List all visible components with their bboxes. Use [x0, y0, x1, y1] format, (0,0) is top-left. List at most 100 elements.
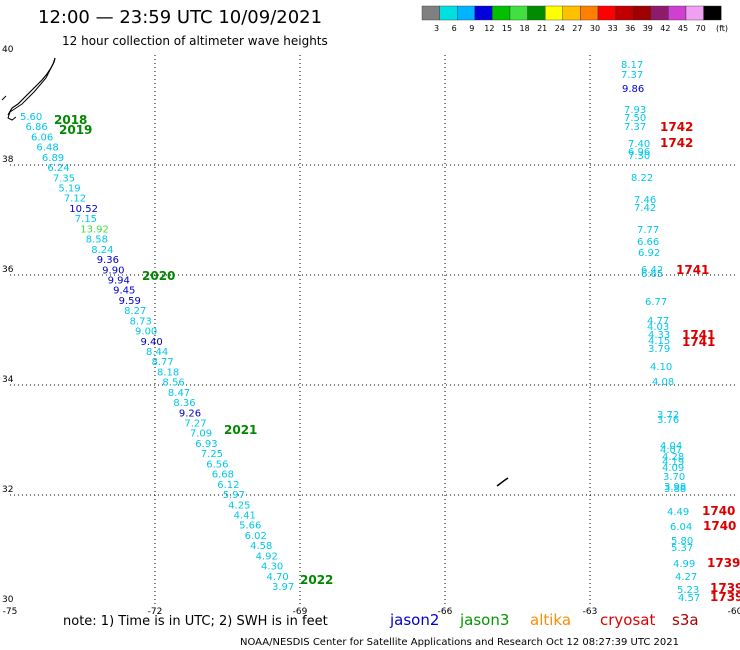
legend-swatch — [580, 5, 599, 21]
swh-value: 5.97 — [223, 490, 245, 501]
swh-value: 4.10 — [650, 362, 672, 373]
swh-value: 7.27 — [184, 419, 206, 430]
footer-note: note: 1) Time is in UTC; 2) SWH is in fe… — [63, 614, 328, 629]
legend-swatch — [421, 5, 440, 21]
swh-value: 6.42 — [641, 265, 663, 276]
y-tick-label: 34 — [2, 375, 14, 385]
swh-value: 4.25 — [228, 500, 250, 511]
swh-value: 7.42 — [634, 203, 656, 214]
swh-value: 9.86 — [622, 84, 644, 95]
legend-unit: (ft) — [716, 24, 728, 33]
legend-bin-label: 18 — [520, 24, 530, 33]
swh-value: 4.15 — [648, 336, 670, 347]
swh-value: 8.56 — [162, 378, 184, 389]
swh-value: 6.86 — [25, 122, 47, 133]
swh-value: 3.76 — [657, 415, 679, 426]
swh-value: 4.09 — [662, 463, 684, 474]
x-tick-label: -72 — [148, 607, 163, 617]
pass-time-label: 1741 — [682, 335, 715, 349]
swh-value: 7.25 — [201, 449, 223, 460]
swh-value: 6.66 — [637, 237, 659, 248]
swh-value: 7.93 — [624, 105, 646, 116]
legend-bin-label: 6 — [452, 24, 457, 33]
pass-time-label: 1741 — [676, 263, 709, 277]
credit-line: NOAA/NESDIS Center for Satellite Applica… — [240, 637, 679, 648]
satellite-name: jason2 — [389, 611, 439, 629]
swh-value: 5.23 — [677, 585, 699, 596]
swh-value: 3.88 — [664, 484, 686, 495]
swh-value: 10.52 — [69, 204, 98, 215]
swh-value: 5.60 — [20, 112, 42, 123]
satellite-name: altika — [530, 611, 571, 629]
legend-bin-label: 39 — [643, 24, 653, 33]
pass-time-label: 1739 — [710, 581, 740, 595]
coastline — [1, 57, 56, 121]
swh-value: 8.36 — [173, 398, 195, 409]
swh-value: 9.40 — [141, 337, 163, 348]
swh-value: 6.02 — [245, 531, 267, 542]
swh-value: 8.24 — [91, 245, 113, 256]
pass-time-label: 2021 — [224, 423, 257, 437]
swh-value: 5.80 — [671, 536, 693, 547]
swh-value: 6.48 — [36, 143, 58, 154]
swh-value: 3.70 — [663, 472, 685, 483]
swh-value: 7.77 — [637, 225, 659, 236]
swh-value: 6.68 — [212, 470, 234, 481]
swh-value: 7.40 — [628, 139, 650, 150]
swh-value: 4.57 — [678, 593, 700, 604]
legend-swatch — [545, 5, 564, 21]
swh-value: 6.12 — [217, 480, 239, 491]
swh-value: 7.12 — [64, 194, 86, 205]
swh-value: 4.58 — [250, 541, 272, 552]
satellite-tracks: 5.606.866.066.486.896.247.355.197.1210.5… — [20, 60, 740, 604]
swh-value: 8.44 — [146, 347, 168, 358]
swh-value: 8.18 — [157, 367, 179, 378]
swh-value: 3.72 — [657, 410, 679, 421]
swh-value: 9.90 — [102, 265, 124, 276]
map-subtitle: 12 hour collection of altimeter wave hei… — [62, 34, 328, 48]
swh-value: 4.41 — [234, 510, 256, 521]
pass-time-label: 1742 — [660, 120, 693, 134]
swh-value: 8.73 — [130, 316, 152, 327]
map-title: 12:00 — 23:59 UTC 10/09/2021 — [38, 7, 322, 28]
swh-value: 9.45 — [113, 286, 135, 297]
swh-value: 9.59 — [119, 296, 141, 307]
swh-value: 6.04 — [670, 522, 692, 533]
legend-bin-label: 45 — [678, 24, 688, 33]
axis-ticks: -75 -72 -69 -66 -63 -60 30 32 34 36 38 40 — [2, 45, 740, 617]
legend-swatch — [668, 5, 687, 21]
swh-value: 4.49 — [667, 507, 689, 518]
swh-value: 4.07 — [660, 445, 682, 456]
pass-time-label: 2022 — [300, 573, 333, 587]
pass-time-label: 2019 — [59, 123, 92, 137]
swh-value: 4.08 — [652, 377, 674, 388]
legend-swatch — [615, 5, 634, 21]
swh-value: 4.77 — [647, 316, 669, 327]
swh-value: 9.26 — [179, 408, 201, 419]
legend-swatch — [562, 5, 581, 21]
swh-value: 4.19 — [662, 457, 684, 468]
swh-value: 7.30 — [628, 151, 650, 162]
legend-swatch — [703, 5, 722, 21]
swh-value: 6.56 — [206, 459, 228, 470]
x-tick-label: -69 — [293, 607, 308, 617]
swh-value: 9.00 — [135, 327, 157, 338]
legend-bin-label: 30 — [590, 24, 600, 33]
swh-value: 8.22 — [631, 173, 653, 184]
legend-swatch — [650, 5, 669, 21]
legend-swatch — [492, 5, 511, 21]
legend-bin-label: 36 — [625, 24, 635, 33]
pass-time-label: 1740 — [703, 519, 736, 533]
swh-value: 6.24 — [47, 163, 69, 174]
legend-bin-label: 3 — [434, 24, 439, 33]
swh-value: 7.35 — [53, 173, 75, 184]
swh-value: 4.03 — [647, 322, 669, 333]
legend-bin-label: 21 — [537, 24, 547, 33]
y-tick-label: 36 — [2, 265, 14, 275]
pass-time-label: 1739 — [707, 556, 740, 570]
swh-value: 6.06 — [31, 132, 53, 143]
swh-value: 9.36 — [97, 255, 119, 266]
swh-value: 4.28 — [662, 452, 684, 463]
legend-bin-label: 70 — [696, 24, 706, 33]
